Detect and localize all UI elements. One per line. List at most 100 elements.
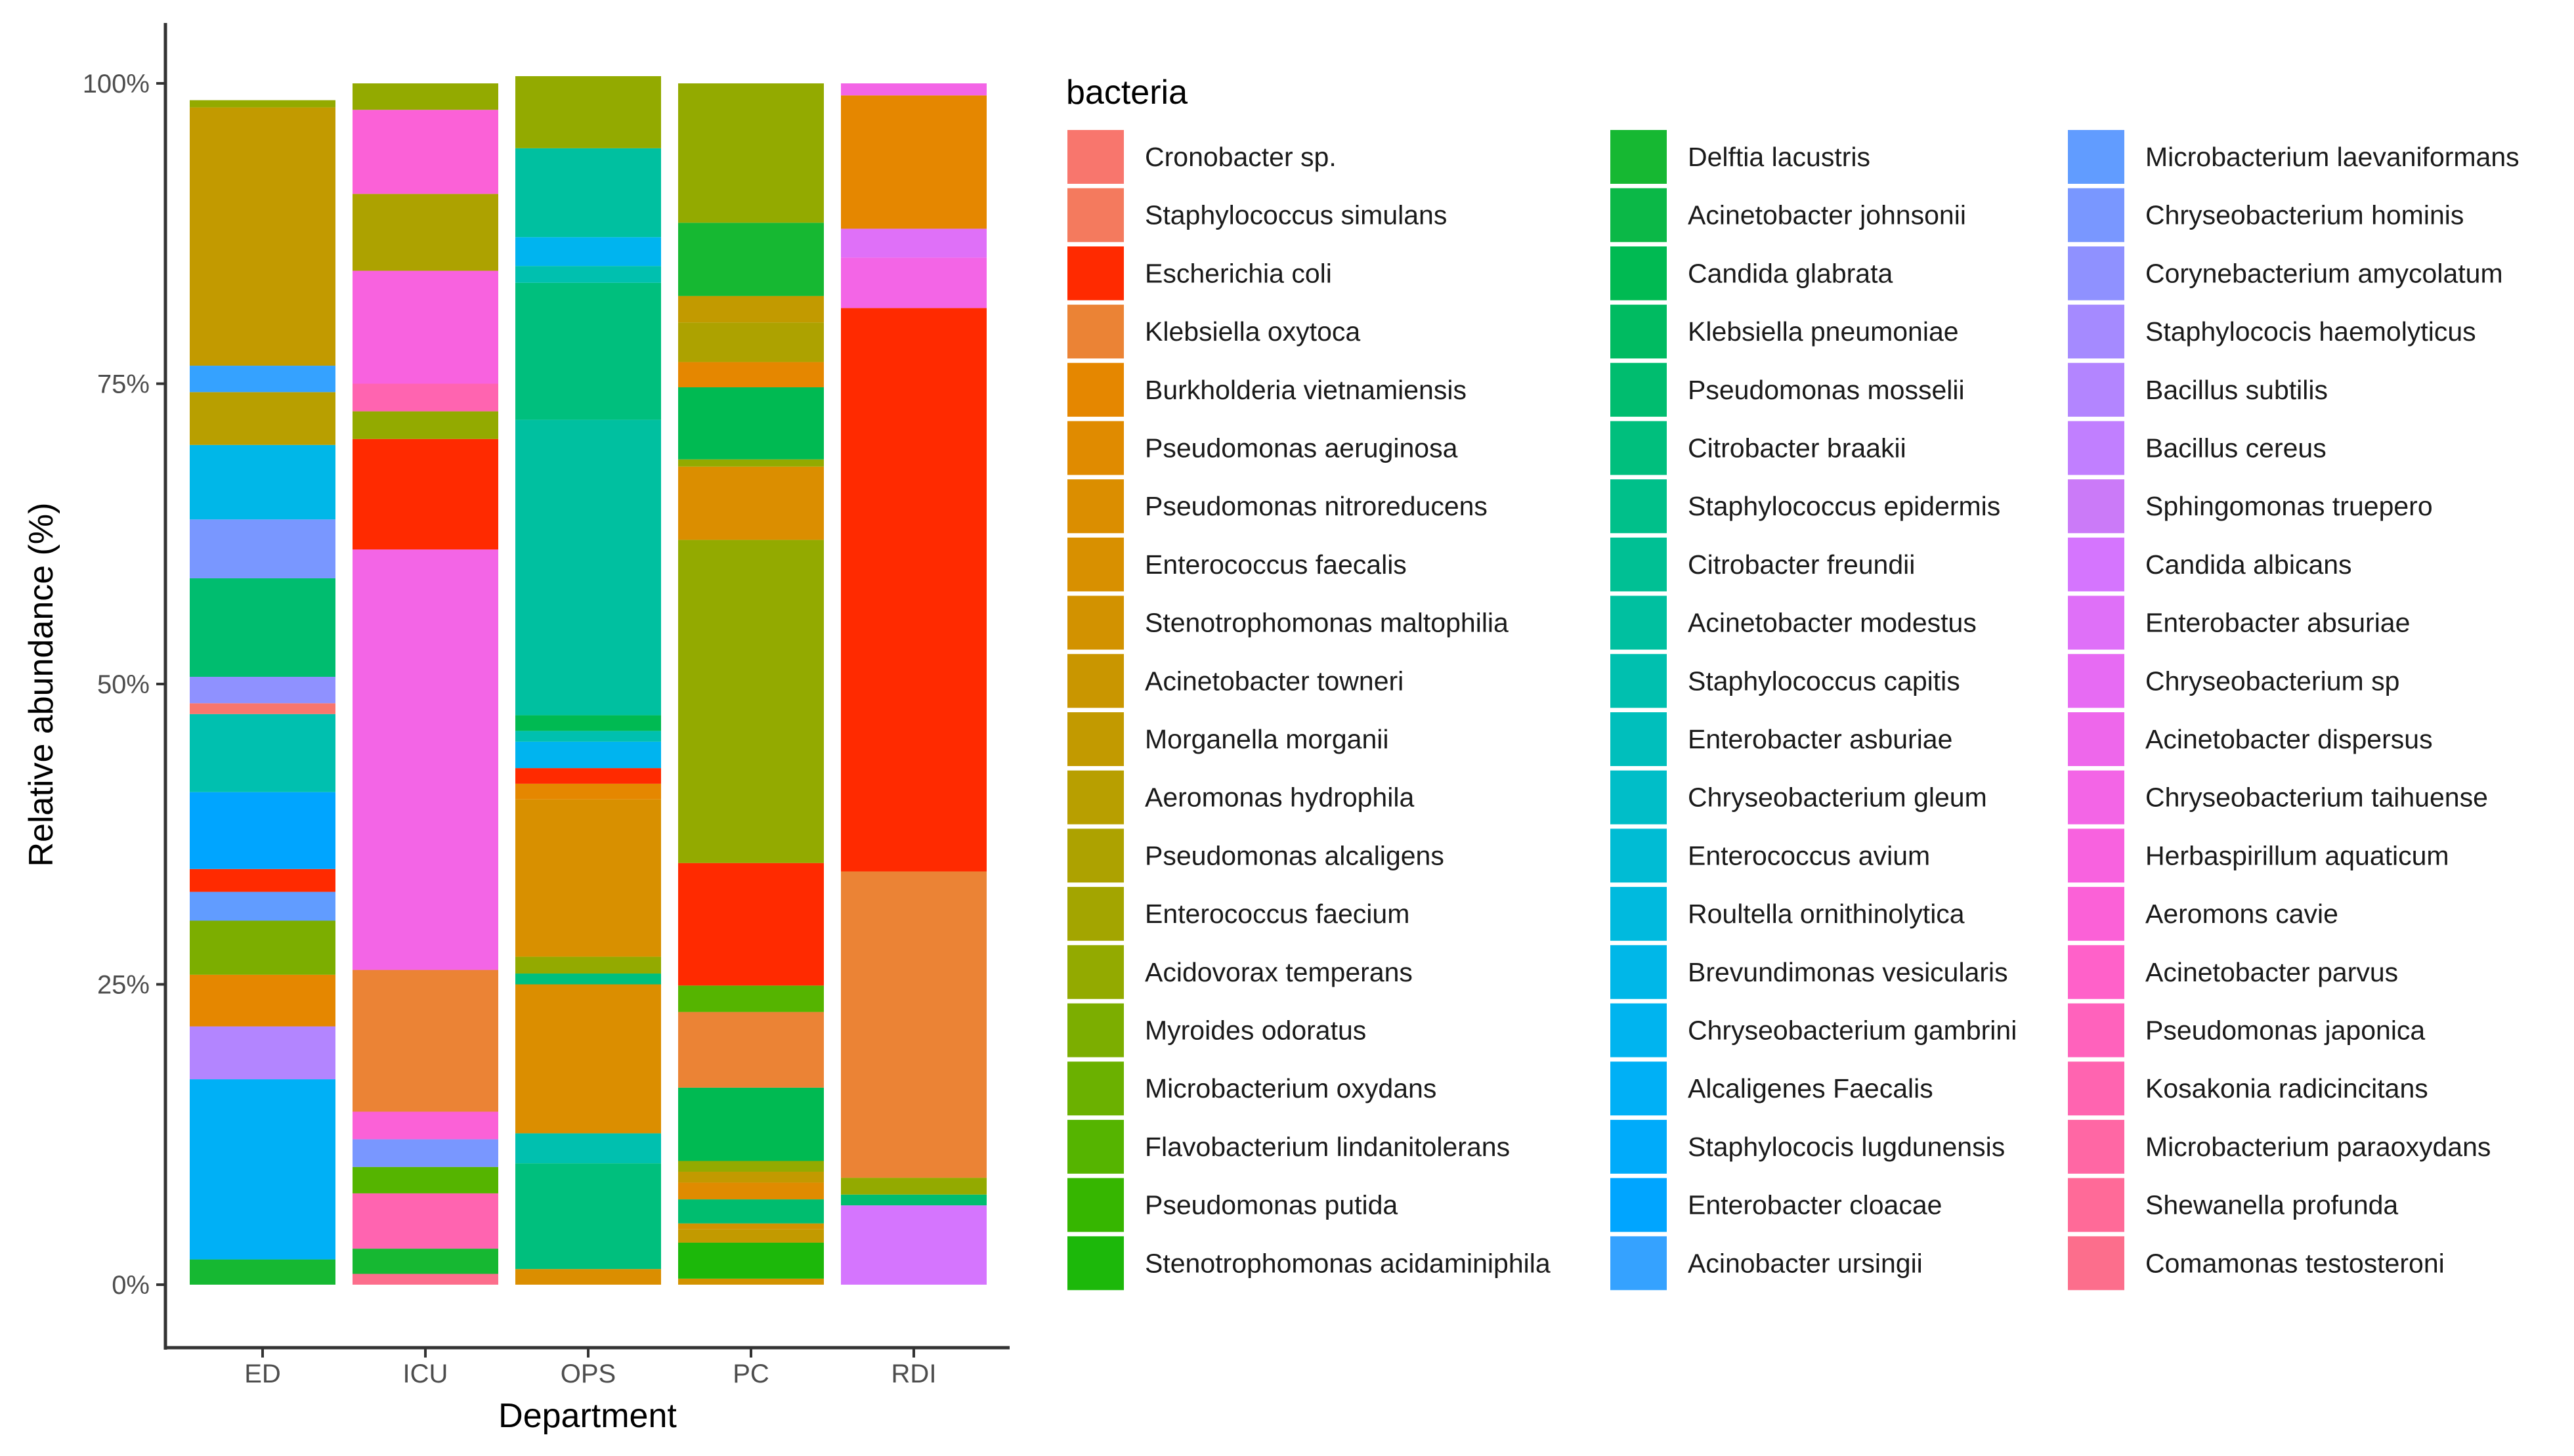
legend-label: Stenotrophomonas maltophilia (1145, 608, 1509, 638)
bar-segment-icu (353, 1167, 498, 1193)
bar-segment-ops (515, 715, 661, 731)
bar-segment-pc (678, 985, 824, 1012)
y-tick-label: 100% (83, 70, 150, 98)
legend-key (2068, 887, 2124, 941)
legend-label: Citrobacter freundii (1688, 549, 1915, 580)
legend-label: Sphingomonas truepero (2145, 491, 2433, 521)
legend-label: Brevundimonas vesicularis (1688, 957, 2008, 987)
y-axis-title: Relative abundance (%) (22, 503, 60, 867)
bar-segment-ops (515, 741, 661, 769)
bar-segment-ed (190, 714, 335, 792)
y-tick-label: 25% (97, 971, 150, 1000)
legend-key (1610, 712, 1667, 766)
bar-segment-ed (190, 392, 335, 445)
legend-key (1610, 945, 1667, 999)
legend-label: Chryseobacterium gambrini (1688, 1016, 2017, 1046)
legend-key (1610, 246, 1667, 301)
legend-key (1067, 479, 1124, 534)
x-tick-label: ICU (403, 1360, 448, 1388)
legend-key (1610, 421, 1667, 475)
legend-label: Staphylococis lugdunensis (1688, 1132, 2005, 1162)
y-tick-label: 0% (112, 1271, 150, 1300)
legend-key (2068, 130, 2124, 184)
bar-segment-ed (190, 107, 335, 366)
bar-segment-ops (515, 956, 661, 974)
legend-label: Microbacterium laevaniformans (2145, 142, 2520, 172)
legend-label: Herbaspirillum aquaticum (2145, 840, 2449, 870)
legend-label: Enterococcus avium (1688, 840, 1930, 870)
bar-segment-rdi (841, 257, 987, 309)
legend-key (2068, 479, 2124, 534)
legend-key (1067, 945, 1124, 999)
legend-key (1067, 188, 1124, 242)
bar-segment-rdi (841, 228, 987, 258)
legend-key (2068, 1236, 2124, 1291)
legend-label: Chryseobacterium hominis (2145, 200, 2464, 230)
legend-key (2068, 595, 2124, 650)
legend-key (1610, 828, 1667, 883)
legend-key (2068, 305, 2124, 359)
bar-segment-ed (190, 920, 335, 975)
bar-segment-pc (678, 1242, 824, 1279)
legend-key (2068, 1003, 2124, 1058)
legend-key (1067, 1003, 1124, 1058)
legend-key (1610, 362, 1667, 417)
legend-key (1610, 887, 1667, 941)
bar-segment-icu (353, 1111, 498, 1140)
legend-key (1610, 595, 1667, 650)
bar-segment-ops (515, 282, 661, 420)
legend-label: Enterobacter absuriae (2145, 608, 2410, 638)
bar-segment-icu (353, 1139, 498, 1167)
y-tick-label: 50% (97, 670, 150, 699)
bar-segment-pc (678, 540, 824, 863)
bar-segment-pc (678, 466, 824, 540)
legend-title: bacteria (1066, 74, 1188, 112)
bar-segment-icu (353, 1274, 498, 1285)
legend-label: Staphylococcus capitis (1688, 666, 1960, 696)
bar-segment-pc (678, 1278, 824, 1285)
legend-label: Roultella ornithinolytica (1688, 899, 1965, 929)
legend-key (2068, 362, 2124, 417)
bar-segment-pc (678, 1012, 824, 1088)
bar-segment-ops (515, 266, 661, 283)
legend-label: Enterococcus faecalis (1145, 549, 1407, 580)
bar-segment-ops (515, 1163, 661, 1270)
legend-key (2068, 421, 2124, 475)
legend-key (2068, 188, 2124, 242)
legend-label: Pseudomonas alcaligens (1145, 840, 1444, 870)
legend-key (1610, 305, 1667, 359)
bar-segment-ed (190, 677, 335, 704)
legend-label: Morganella morganii (1145, 724, 1388, 754)
bar-segment-ed (190, 100, 335, 108)
bar-segment-ed (190, 444, 335, 520)
bar-segment-pc (678, 459, 824, 467)
legend-key (1067, 1178, 1124, 1232)
legend-key (1610, 1061, 1667, 1116)
legend-label: Pseudomonas putida (1145, 1190, 1398, 1220)
bar-segment-ops (515, 974, 661, 985)
legend-label: Bacillus cereus (2145, 433, 2327, 463)
bar-segment-pc (678, 1223, 824, 1230)
legend-key (1610, 1178, 1667, 1232)
legend-key (1610, 130, 1667, 184)
legend-key (1067, 712, 1124, 766)
bar-segment-rdi (841, 83, 987, 96)
bar-segment-ed (190, 366, 335, 393)
legend-key (1610, 770, 1667, 824)
x-tick-label: PC (733, 1360, 769, 1388)
legend-label: Escherichia coli (1145, 258, 1332, 288)
bar-segment-ed (190, 868, 335, 892)
legend-key (1067, 246, 1124, 301)
bar-segment-pc (678, 863, 824, 986)
legend-label: Stenotrophomonas acidaminiphila (1145, 1248, 1551, 1278)
legend-key (1067, 770, 1124, 824)
bar-segment-ops (515, 799, 661, 957)
legend-label: Enterobacter cloacae (1688, 1190, 1942, 1220)
bar-segment-rdi (841, 1178, 987, 1195)
legend-label: Acinetobacter modestus (1688, 608, 1977, 638)
bar-segment-ops (515, 783, 661, 800)
legend-label: Burkholderia vietnamiensis (1145, 375, 1467, 405)
legend-label: Myroides odoratus (1145, 1016, 1366, 1046)
legend-label: Acinetobacter parvus (2145, 957, 2398, 987)
